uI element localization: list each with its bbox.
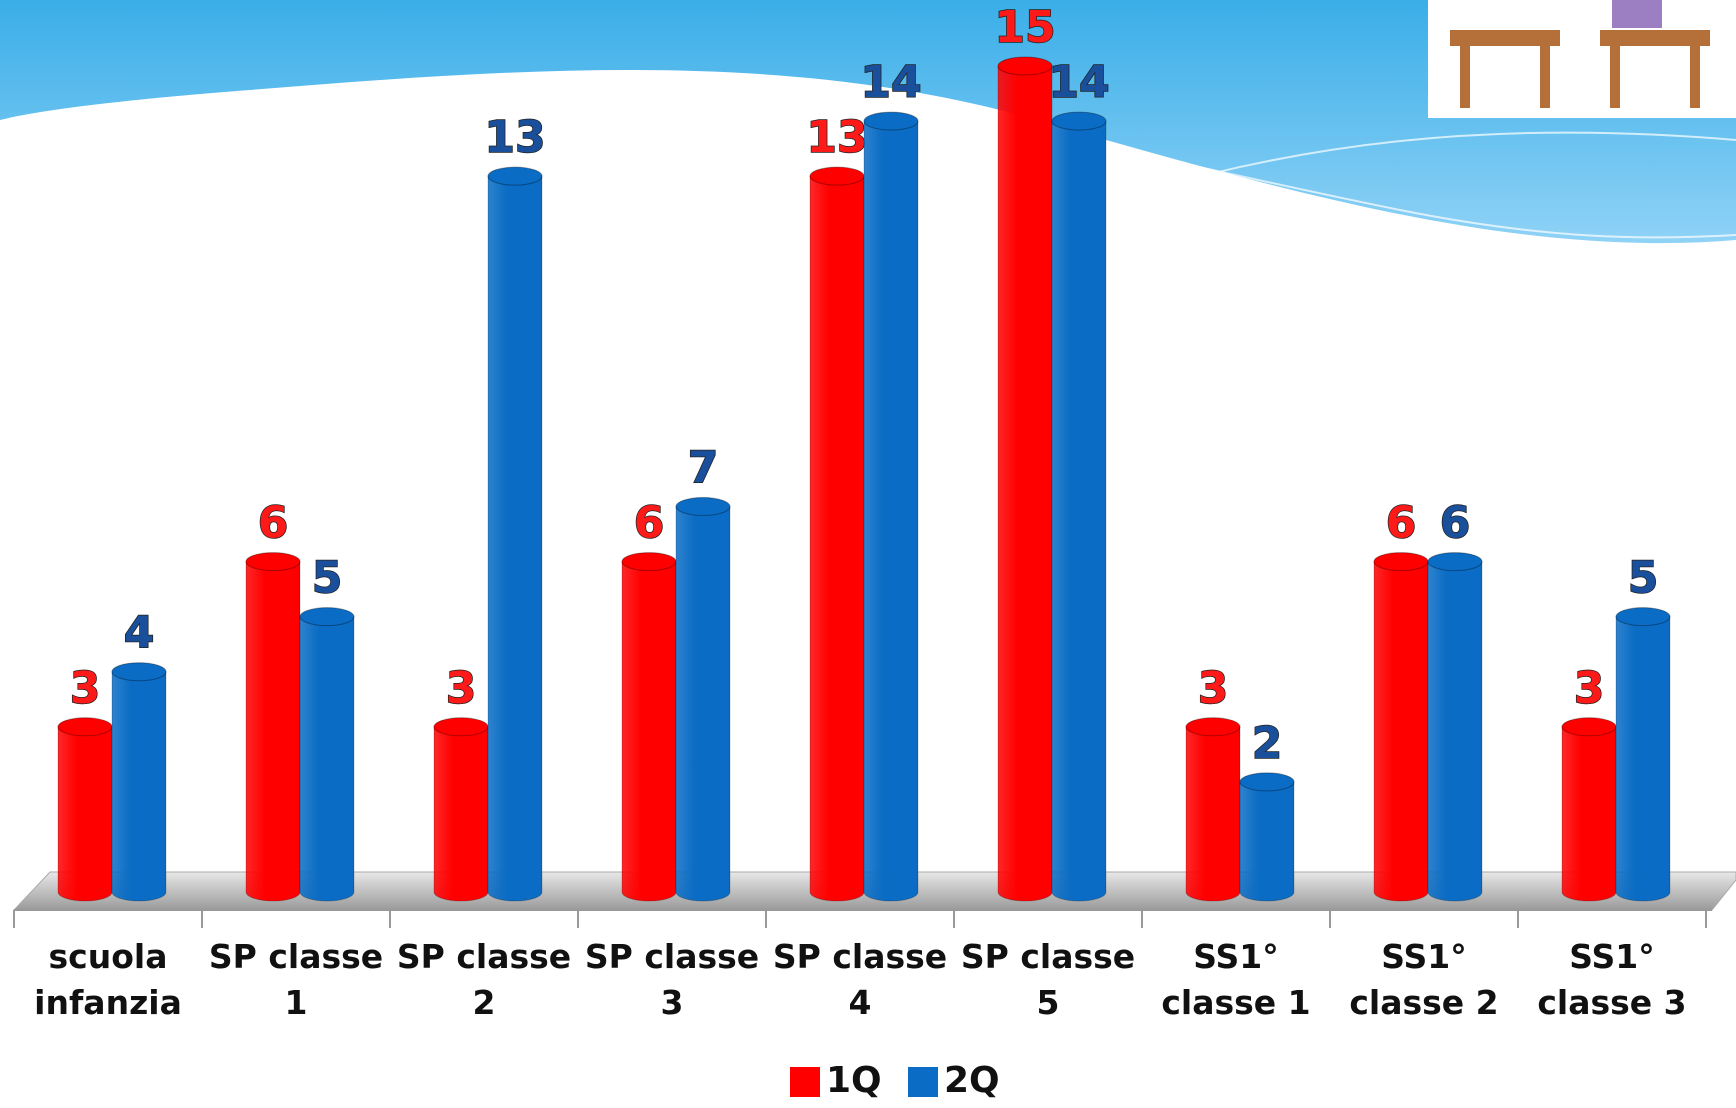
data-label: 4 [124,608,155,659]
data-label: 7 [688,443,719,494]
data-label: 3 [446,663,477,714]
wave-line [1099,131,1736,206]
data-label: 13 [806,112,867,163]
data-label: 6 [258,498,289,549]
header-wave [0,0,1736,244]
bar [1239,781,1295,902]
data-label: 3 [1574,663,1605,714]
data-label: 14 [1048,57,1109,108]
bar-cap [621,552,677,572]
data-label: 2 [1252,718,1283,769]
bar-cap [1427,552,1483,572]
bar [245,561,301,902]
data-label: 6 [634,498,665,549]
data-label: 5 [1628,553,1659,604]
bar-cap [675,497,731,517]
data-label: 15 [994,2,1055,53]
x-tick-label: SS1° classe 3 [1537,937,1687,1022]
bar-cap [1051,111,1107,131]
bar-cap [997,56,1053,76]
bar [621,561,677,902]
data-label: 3 [1198,663,1229,714]
bar-cap [57,717,113,737]
legend-swatch [908,1067,938,1097]
data-label: 3 [70,663,101,714]
x-tick-label: SP classe 5 [960,937,1136,1022]
bar [1561,726,1617,902]
bar-cap [433,717,489,737]
bar-cap [1185,717,1241,737]
bar [487,175,543,902]
illustration-desk [1540,46,1550,108]
bar [809,175,865,902]
bar-cap [299,607,355,627]
bar-cap [863,111,919,131]
bar [1427,561,1483,902]
bar-cap [1561,717,1617,737]
legend-swatch [790,1067,820,1097]
data-label: 6 [1440,498,1471,549]
bar [1185,726,1241,902]
x-tick-label: SP classe 4 [772,937,948,1022]
illustration-desk [1460,46,1470,108]
bar [1615,616,1671,902]
illustration-desk [1690,46,1700,108]
bar-cap [1373,552,1429,572]
bar [863,120,919,902]
bar [433,726,489,902]
bar [675,506,731,902]
x-tick-label: scuola infanzia [34,937,182,1022]
bar-cap [111,662,167,682]
bar-cap [487,166,543,186]
x-tick-label: SS1° classe 2 [1349,937,1499,1022]
illustration-desk [1450,30,1560,46]
bar-cap [245,552,301,572]
x-tick-label: SP classe 1 [208,937,384,1022]
bar [111,671,167,902]
legend-label: 2Q [944,1060,1000,1101]
data-label: 13 [484,112,545,163]
illustration-desk [1610,46,1620,108]
bar [1051,120,1107,902]
bar-cap [1239,772,1295,792]
data-label: 14 [860,57,921,108]
data-label: 5 [312,553,343,604]
x-tick-label: SS1° classe 1 [1161,937,1311,1022]
bar [1373,561,1429,902]
wave-line [499,79,1736,239]
illustration-desk [1600,30,1710,46]
illustration [1428,0,1736,118]
illustration-pc [1612,0,1662,28]
bar [299,616,355,902]
bar [997,65,1053,902]
x-tick-label: SP classe 3 [584,937,760,1022]
bar-cap [809,166,865,186]
legend-label: 1Q [826,1060,882,1101]
data-label: 6 [1386,498,1417,549]
bar [57,726,113,902]
x-tick-label: SP classe 2 [396,937,572,1022]
bar-cap [1615,607,1671,627]
